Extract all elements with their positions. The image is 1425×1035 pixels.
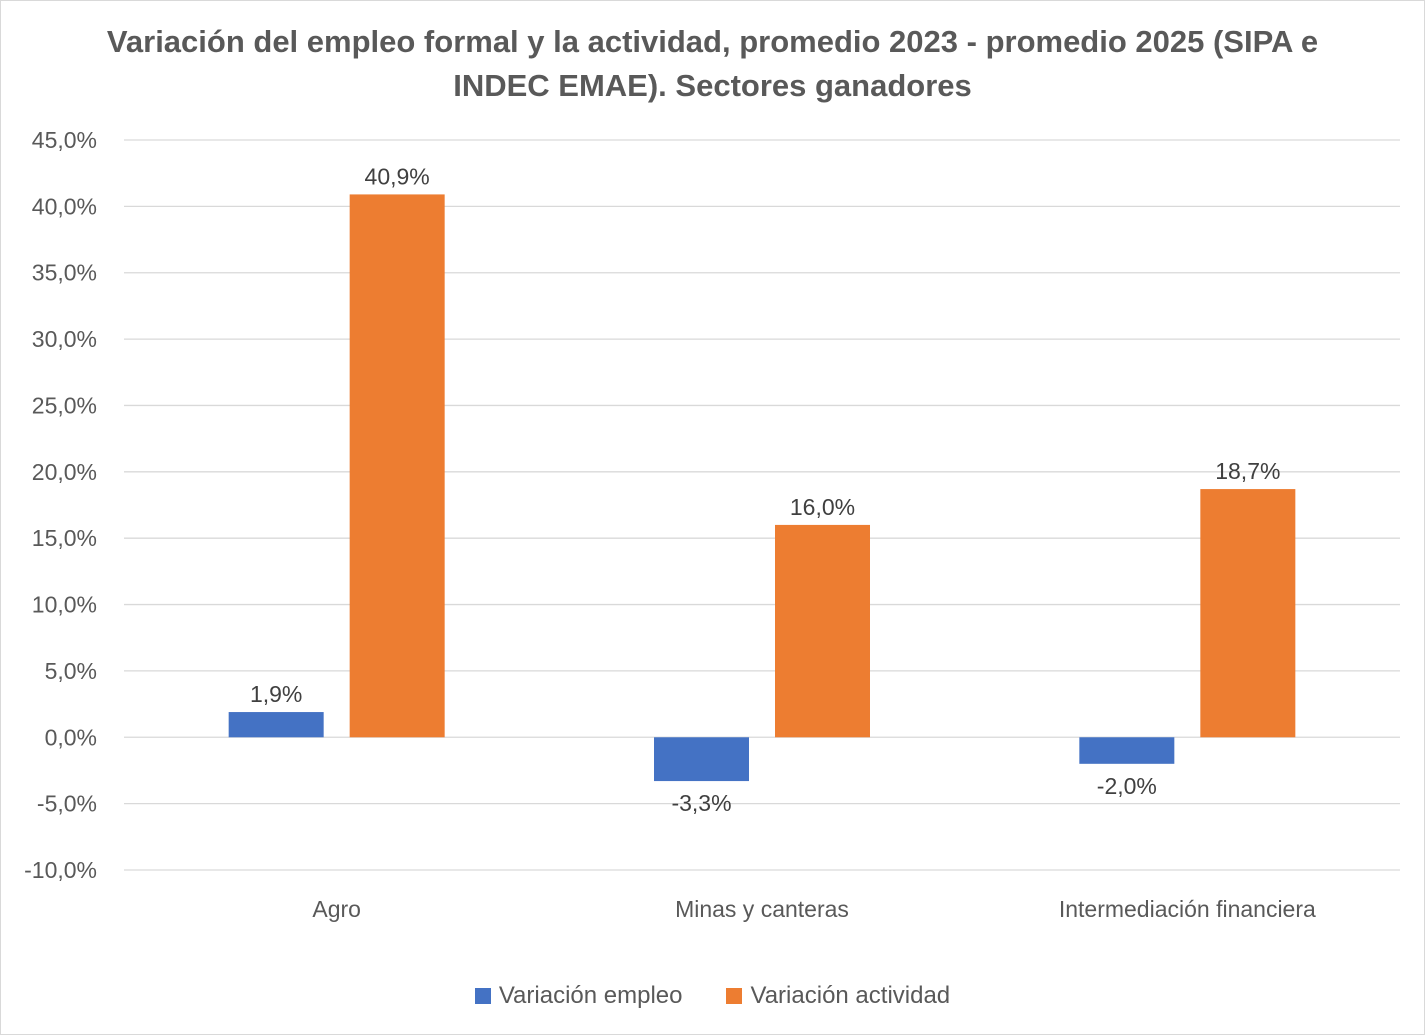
bar-actividad xyxy=(349,194,445,738)
legend-item-actividad: Variación actividad xyxy=(726,982,950,1010)
y-tick-label: 0,0% xyxy=(45,724,97,750)
y-tick-label: -5,0% xyxy=(37,791,97,817)
data-label: 16,0% xyxy=(790,494,855,520)
legend-label-actividad: Variación actividad xyxy=(750,982,951,1009)
y-tick-label: 25,0% xyxy=(32,392,97,418)
y-tick-label: 5,0% xyxy=(45,658,97,684)
y-tick-label: 35,0% xyxy=(32,260,97,286)
bar-actividad xyxy=(775,524,870,738)
y-tick-label: -10,0% xyxy=(24,857,97,883)
x-tick-label: Minas y canteras xyxy=(675,896,849,922)
bar-actividad xyxy=(1200,489,1296,738)
legend-item-empleo: Variación empleo xyxy=(474,982,683,1010)
y-tick-label: 15,0% xyxy=(32,525,97,551)
data-label: -3,3% xyxy=(671,790,731,816)
data-label: 40,9% xyxy=(365,163,430,189)
legend-label-empleo: Variación empleo xyxy=(498,982,683,1009)
bar-empleo xyxy=(228,712,324,738)
legend-swatch-empleo xyxy=(474,988,491,1004)
x-tick-label: Agro xyxy=(312,896,361,922)
y-tick-label: 30,0% xyxy=(32,326,97,352)
x-tick-label: Intermediación financiera xyxy=(1059,896,1316,922)
data-label: 18,7% xyxy=(1215,458,1280,484)
y-tick-label: 40,0% xyxy=(32,193,97,219)
legend-swatch-actividad xyxy=(726,988,743,1004)
chart-title: Variación del empleo formal y la activid… xyxy=(106,24,1319,103)
data-label: -2,0% xyxy=(1097,773,1157,799)
y-tick-label: 10,0% xyxy=(32,592,97,618)
y-tick-label: 20,0% xyxy=(32,459,97,485)
bar-empleo xyxy=(654,737,749,782)
y-tick-label: 45,0% xyxy=(32,127,97,153)
legend: Variación empleo Variación actividad xyxy=(0,982,1425,1010)
bar-empleo xyxy=(1079,737,1175,764)
data-label: 1,9% xyxy=(250,681,302,707)
